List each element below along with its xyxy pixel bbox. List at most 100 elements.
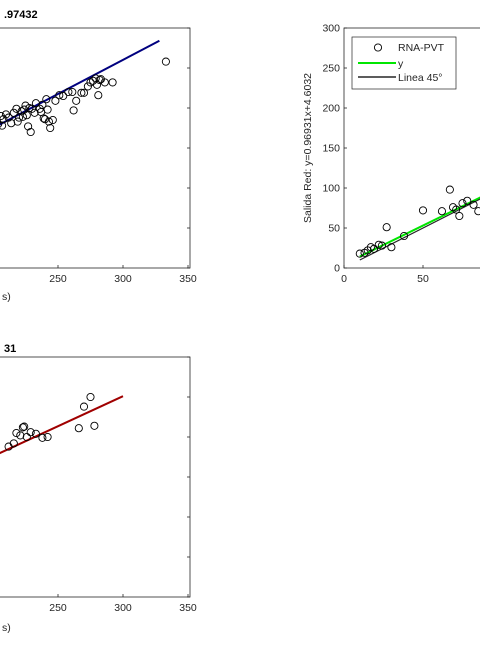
data-point <box>44 117 53 126</box>
data-point <box>86 392 95 402</box>
x-tick-label: 300 <box>114 602 132 614</box>
legend-marker-rna-pvt <box>373 43 383 52</box>
data-point <box>4 113 13 122</box>
data-point <box>445 185 454 194</box>
data-point <box>94 91 103 100</box>
data-point <box>418 206 428 215</box>
y-axis-label-top-right: Salida Red: y=0.96931x+4.6032 <box>302 73 314 223</box>
data-point <box>43 432 52 442</box>
data-point <box>68 87 77 97</box>
data-point <box>74 424 83 433</box>
data-point <box>20 105 29 114</box>
data-point <box>437 207 447 216</box>
y-tick-label: 200 <box>322 103 340 115</box>
x-tick-label: 250 <box>49 602 67 614</box>
data-point <box>12 428 21 438</box>
data-point <box>79 88 89 97</box>
data-point <box>374 240 383 249</box>
x-axis-label-top-left: s) <box>2 291 11 303</box>
data-point <box>161 57 170 66</box>
data-point <box>26 428 35 437</box>
data-point <box>0 121 7 130</box>
data-point <box>40 115 50 124</box>
data-point <box>20 422 29 431</box>
data-point <box>21 101 30 110</box>
legend-label-y: y <box>398 58 404 70</box>
data-point <box>91 74 100 83</box>
data-point <box>9 108 18 117</box>
data-point <box>77 88 86 97</box>
data-point <box>13 117 22 126</box>
fit-line <box>0 395 124 455</box>
data-point <box>72 96 81 105</box>
data-point <box>17 107 26 116</box>
data-point <box>30 108 39 117</box>
data-point <box>387 243 396 252</box>
panel-bottom-left-title: 31 <box>4 343 16 355</box>
panel-top-left-title: .97432 <box>4 9 38 21</box>
plot-area-top-left <box>0 27 191 269</box>
data-point <box>9 439 18 448</box>
panel-top-right: 0 50 0 50 100 150 200 250 300 Salida Red: y=0.96… <box>302 23 480 285</box>
x-tick-label: 350 <box>179 602 197 614</box>
data-point <box>38 433 47 442</box>
data-point <box>452 205 461 214</box>
data-point <box>0 115 8 124</box>
data-point <box>46 123 55 133</box>
data-point <box>458 199 467 208</box>
data-point <box>100 78 109 87</box>
data-point <box>55 91 64 100</box>
data-point <box>455 211 464 221</box>
data-point <box>0 120 3 128</box>
x-tick-label: 350 <box>179 273 197 285</box>
x-tick-label: 50 <box>417 273 429 285</box>
data-point <box>69 106 78 115</box>
legend-label-45: Linea 45° <box>398 72 443 84</box>
data-point <box>108 78 117 87</box>
data-point <box>22 111 31 120</box>
data-point <box>92 80 102 89</box>
data-point <box>38 100 47 109</box>
data-point <box>22 432 31 442</box>
legend: RNA-PVT y Linea 45° <box>351 36 457 90</box>
y-tick-label: 150 <box>322 143 340 155</box>
y-tick-label: 50 <box>328 223 340 235</box>
legend-label-rna-pvt: RNA-PVT <box>398 42 445 54</box>
y-tick-label: 100 <box>322 183 340 195</box>
data-point <box>24 122 33 131</box>
y-tick-label: 0 <box>334 263 340 275</box>
data-point <box>12 104 21 113</box>
data-point <box>90 421 99 430</box>
data-point <box>95 75 104 85</box>
y-tick-label: 300 <box>322 23 340 35</box>
data-point <box>31 429 40 438</box>
data-point <box>469 200 478 209</box>
data-point <box>18 423 27 432</box>
x-tick-label: 300 <box>114 273 132 285</box>
data-point <box>83 82 92 91</box>
x-tick-label: 250 <box>49 273 67 285</box>
data-point <box>377 241 386 250</box>
data-point <box>26 127 35 137</box>
data-point <box>59 91 68 101</box>
data-point <box>369 244 379 253</box>
data-point <box>48 115 57 125</box>
data-point <box>27 104 37 113</box>
data-point <box>355 249 364 258</box>
data-point <box>474 207 480 216</box>
series-line <box>359 196 480 258</box>
x-axis-label-bottom-left: s) <box>2 622 11 634</box>
plot-area-bottom-left <box>0 356 191 598</box>
data-point <box>43 105 52 114</box>
data-point <box>463 196 472 205</box>
x-tick-label: 0 <box>341 273 347 285</box>
y-tick-label: 250 <box>322 63 340 75</box>
data-point <box>64 87 73 97</box>
data-point <box>42 95 51 104</box>
data-point <box>79 402 89 411</box>
data-point <box>51 96 60 105</box>
data-point <box>399 231 409 241</box>
data-point <box>382 223 391 232</box>
panel-bottom-left: 31 250 300 350 s) <box>0 343 197 634</box>
